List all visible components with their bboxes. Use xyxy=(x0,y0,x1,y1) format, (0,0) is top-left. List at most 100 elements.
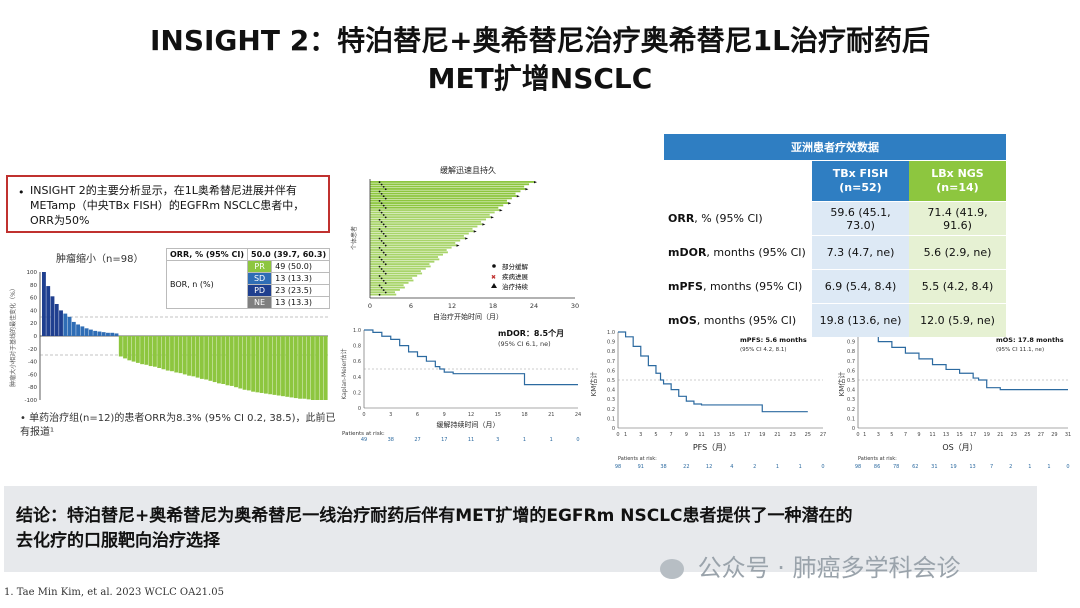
pr-marker xyxy=(378,265,381,268)
pfs-panel: KM估计 mPFS: 5.6 months (95% CI 4.2, 8.1) … xyxy=(588,322,832,472)
os-xtick: 29 xyxy=(1051,432,1057,438)
dor-ytick: 0 xyxy=(358,406,361,412)
dor-xtick: 9 xyxy=(443,412,446,418)
waterfall-bar xyxy=(148,336,153,367)
ongoing-marker xyxy=(525,188,529,191)
dor-risk-count: 1 xyxy=(523,437,526,443)
waterfall-bar xyxy=(195,336,200,378)
pr-marker xyxy=(384,254,387,256)
swimmer-lane xyxy=(370,251,448,254)
key-finding-box: • INSIGHT 2的主要分析显示，在1L奥希替尼进展并伴有METamp（中央… xyxy=(6,175,330,233)
waterfall-bar xyxy=(54,304,59,336)
os-ytick: 0.7 xyxy=(847,359,855,365)
waterfall-bar xyxy=(67,316,72,336)
pr-marker xyxy=(380,249,383,252)
os-ytick: 0.1 xyxy=(847,416,855,422)
dor-km-chart: Kaplan-Meier估计 mDOR：8.5个月 (95% CI 6.1, n… xyxy=(340,328,581,443)
waterfall-bar xyxy=(165,336,170,371)
pfs-xtick: 19 xyxy=(759,432,765,438)
waterfall-bar xyxy=(63,313,68,336)
os-km-chart: KM估计 mOS: 17.8 months (95% CI 11.1, ne) … xyxy=(837,330,1071,470)
bor-label: BOR, n (%) xyxy=(166,260,248,309)
pr-marker xyxy=(380,268,383,270)
swimmer-plot: 缓解迅速且持久 个体患者 0 6 12 18 24 30 自治疗开始时间（月） 部分缓解 … xyxy=(350,165,579,321)
waterfall-ytick: 40 xyxy=(30,308,37,314)
swimmer-lane xyxy=(370,281,409,284)
dor-risk-count: 11 xyxy=(468,437,474,443)
waterfall-ytick: 100 xyxy=(27,270,38,276)
swimmer-lane xyxy=(370,286,405,289)
bor-ne-value: 13 (13.3) xyxy=(271,296,331,309)
os-risk-count: 78 xyxy=(893,464,899,470)
waterfall-bar xyxy=(76,324,81,336)
pfs-ci: (95% CI 4.2, 8.1) xyxy=(740,347,786,353)
pfs-risk-count: 1 xyxy=(776,464,779,470)
swimmer-xtick: 30 xyxy=(571,302,579,310)
monotherapy-note: • 单药治疗组(n=12)的患者ORR为8.3% (95% CI 0.2, 38… xyxy=(20,412,340,440)
waterfall-bar xyxy=(289,336,294,398)
dor-xtick: 0 xyxy=(362,412,365,418)
swimmer-lane xyxy=(370,263,430,265)
waterfall-bar xyxy=(246,336,251,391)
pd-marker-icon: ✖ xyxy=(491,274,496,281)
waterfall-bar xyxy=(84,328,89,336)
os-xtick: 3 xyxy=(877,432,880,438)
swimmer-lane xyxy=(370,277,413,280)
swimmer-lane xyxy=(370,265,431,268)
os-xtick: 7 xyxy=(904,432,907,438)
waterfall-bar xyxy=(71,321,76,336)
orr-table: ORR, % (95% CI) 50.0 (39.7, 60.3) BOR, n… xyxy=(166,248,331,309)
waterfall-bar xyxy=(263,336,268,394)
waterfall-bar xyxy=(315,336,320,400)
swimmer-lane xyxy=(370,220,482,223)
pr-marker xyxy=(378,284,381,287)
pr-marker xyxy=(380,258,383,261)
swimmer-lane xyxy=(370,279,414,282)
swimmer-lane xyxy=(370,211,495,214)
waterfall-ytick: -60 xyxy=(28,372,37,378)
waterfall-ytick: -80 xyxy=(28,385,37,391)
waterfall-bar xyxy=(225,336,230,386)
dor-risk-count: 3 xyxy=(496,437,499,443)
os-ytick: 0.3 xyxy=(847,397,855,403)
ongoing-marker-icon xyxy=(491,283,497,288)
waterfall-bar xyxy=(110,332,115,336)
pfs-risk-count: 1 xyxy=(799,464,802,470)
swimmer-lane xyxy=(370,223,483,226)
pfs-xtick: 9 xyxy=(685,432,688,438)
os-xtick: 15 xyxy=(956,432,962,438)
ongoing-marker xyxy=(499,209,503,212)
swimmer-lane xyxy=(370,185,525,188)
pr-marker xyxy=(384,207,387,209)
waterfall-ytick: -100 xyxy=(25,398,38,404)
dor-xtick: 18 xyxy=(521,412,527,418)
os-risk-label: Patients at risk: xyxy=(858,456,897,462)
os-risk-count: 1 xyxy=(1047,464,1050,470)
waterfall-bar xyxy=(306,336,311,400)
swimmer-lane xyxy=(370,202,509,204)
swimmer-xtick: 18 xyxy=(489,302,497,310)
swimmer-lane xyxy=(370,213,490,216)
row-value-lbx: 12.0 (5.9, ne) xyxy=(909,303,1006,337)
row-value-lbx: 5.6 (2.9, ne) xyxy=(909,235,1006,270)
dor-ytick: 0.2 xyxy=(353,390,361,396)
os-xtick: 0 xyxy=(856,432,859,438)
swimmer-lane xyxy=(370,256,439,258)
os-risk-count: 62 xyxy=(912,464,918,470)
col-lbx-ngs: LBx NGS (n=14) xyxy=(909,160,1006,202)
swimmer-xtick: 12 xyxy=(448,302,456,310)
os-xtick: 23 xyxy=(1011,432,1017,438)
pr-marker xyxy=(378,200,381,202)
pr-marker xyxy=(384,263,387,266)
pr-marker xyxy=(382,242,385,245)
swimmer-lane xyxy=(370,249,447,251)
os-curve xyxy=(858,331,1068,391)
waterfall-bar xyxy=(251,336,256,392)
dor-xlabel: 缓解持续时间（月） xyxy=(437,420,500,429)
os-panel: KM估计 mOS: 17.8 months (95% CI 11.1, ne) … xyxy=(836,322,1076,472)
pr-marker xyxy=(380,211,383,214)
swimmer-lane xyxy=(370,197,512,200)
swimmer-lane xyxy=(370,274,418,277)
row-value-tbx: 19.8 (13.6, ne) xyxy=(812,303,909,337)
pr-marker xyxy=(378,246,381,249)
